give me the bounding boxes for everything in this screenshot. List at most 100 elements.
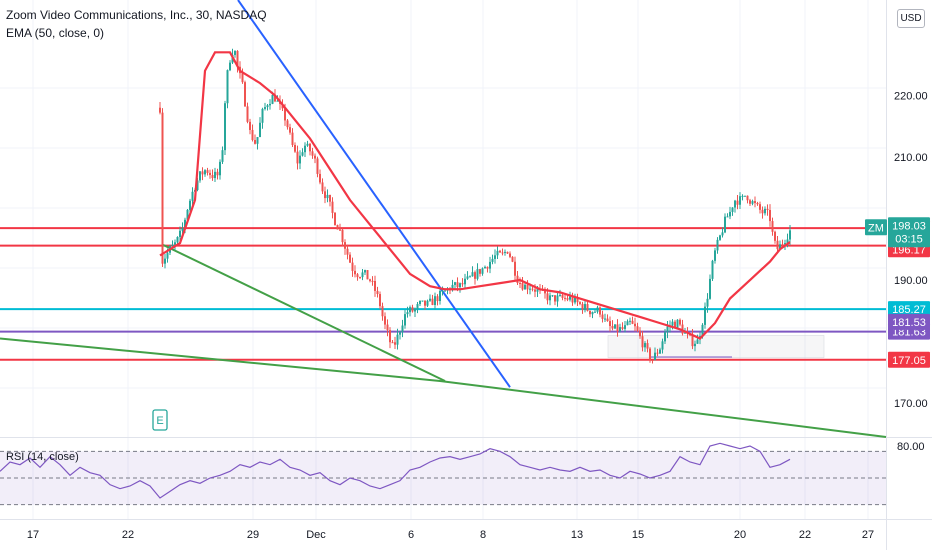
candle-body: [176, 237, 179, 243]
candle-body: [521, 283, 524, 290]
candle-body: [424, 300, 426, 306]
price-tag-text: 185.27: [892, 304, 926, 316]
candle-body: [479, 269, 481, 274]
candle-body: [391, 342, 394, 344]
price-axis-tick: 170.00: [894, 398, 928, 410]
candle-body: [776, 240, 779, 250]
candle-body: [474, 272, 476, 279]
candle-body: [591, 312, 594, 315]
symbol-title[interactable]: Zoom Video Communications, Inc., 30, NAS…: [6, 8, 267, 22]
price-axis: 170.00 190.00 210.00 220.00: [894, 90, 928, 410]
candle-body: [359, 277, 361, 279]
candle-body: [616, 324, 619, 332]
candle-body: [296, 151, 299, 164]
candle-body: [289, 127, 291, 133]
candle-body: [294, 144, 296, 152]
candle-body: [629, 320, 631, 322]
candle-body: [171, 244, 174, 247]
candle-body: [739, 196, 741, 205]
price-tag: [888, 313, 930, 330]
currency-button[interactable]: USD: [897, 9, 925, 28]
candle-body: [456, 282, 459, 288]
candle-body: [551, 295, 554, 297]
candle-body: [519, 282, 521, 284]
candle-body: [301, 152, 304, 156]
candle-body: [656, 352, 659, 354]
candle-body: [406, 312, 409, 315]
candle-body: [789, 230, 791, 240]
candle-body: [166, 252, 169, 259]
candle-body: [751, 201, 754, 204]
candle-body: [626, 321, 629, 326]
candle-body: [526, 284, 529, 290]
candle-body: [469, 276, 471, 278]
candle-body: [319, 173, 321, 183]
candle-body: [691, 335, 694, 347]
price-candles: [159, 48, 791, 364]
candle-body: [444, 290, 446, 292]
candle-body: [779, 244, 781, 250]
candle-body: [499, 250, 501, 253]
candle-body: [704, 306, 706, 325]
time-axis-tick: 6: [408, 529, 414, 541]
candle-body: [711, 260, 714, 279]
time-axis-tick: 27: [862, 529, 874, 541]
rsi-line: [0, 442, 791, 499]
candle-body: [771, 221, 774, 232]
candle-body: [781, 244, 784, 246]
candle-body: [436, 296, 439, 302]
candle-body: [276, 100, 279, 102]
price-tag-text: 196.17: [892, 244, 926, 256]
candle-body: [374, 281, 376, 291]
candle-body: [561, 294, 564, 298]
candle-body: [694, 343, 696, 347]
candle-body: [604, 318, 606, 320]
candle-body: [351, 262, 354, 271]
candle-body: [264, 107, 266, 109]
rsi-axis-tick: 80.00: [897, 441, 925, 453]
ema-indicator-label[interactable]: EMA (50, close, 0): [6, 26, 105, 40]
candle-body: [639, 330, 641, 337]
candle-body: [696, 339, 699, 344]
candle-body: [744, 195, 746, 197]
rsi-panel: 80.00: [0, 441, 925, 506]
candle-body: [369, 279, 371, 281]
price-tags: 198.43196.17185.27181.63177.05181.53ZM19…: [865, 217, 930, 368]
candle-body: [334, 212, 336, 226]
candle-body: [496, 250, 499, 256]
candle-body: [606, 318, 609, 322]
ema-50-line: [159, 51, 791, 340]
candle-body: [614, 324, 616, 329]
candle-body: [586, 304, 589, 311]
time-axis-tick: 8: [480, 529, 486, 541]
candle-body: [554, 295, 556, 302]
candle-body: [574, 297, 576, 303]
candle-body: [624, 325, 626, 329]
candle-body: [666, 326, 669, 333]
candle-body: [439, 290, 441, 302]
candle-body: [431, 298, 434, 305]
time-axis: 17 22 29 Dec 6 8 13 15 20 22 27: [27, 529, 874, 541]
candle-body: [311, 151, 314, 156]
candle-body: [356, 274, 359, 278]
candle-body: [741, 195, 744, 197]
candle-body: [649, 348, 651, 360]
candle-body: [769, 209, 771, 222]
time-axis-tick: 13: [571, 529, 583, 541]
candle-body: [366, 270, 369, 280]
candle-body: [204, 170, 206, 175]
candle-body: [419, 300, 421, 305]
candle-body: [736, 200, 739, 205]
candle-body: [756, 203, 759, 205]
candle-body: [209, 172, 211, 176]
candle-body: [426, 300, 429, 306]
rsi-indicator-label[interactable]: RSI (14, close): [6, 451, 79, 463]
candle-body: [219, 161, 221, 176]
candle-body: [674, 321, 676, 328]
time-axis-tick: 15: [632, 529, 644, 541]
earnings-event-marker[interactable]: E: [152, 409, 168, 431]
candle-body: [609, 321, 611, 327]
candle-body: [384, 316, 386, 325]
